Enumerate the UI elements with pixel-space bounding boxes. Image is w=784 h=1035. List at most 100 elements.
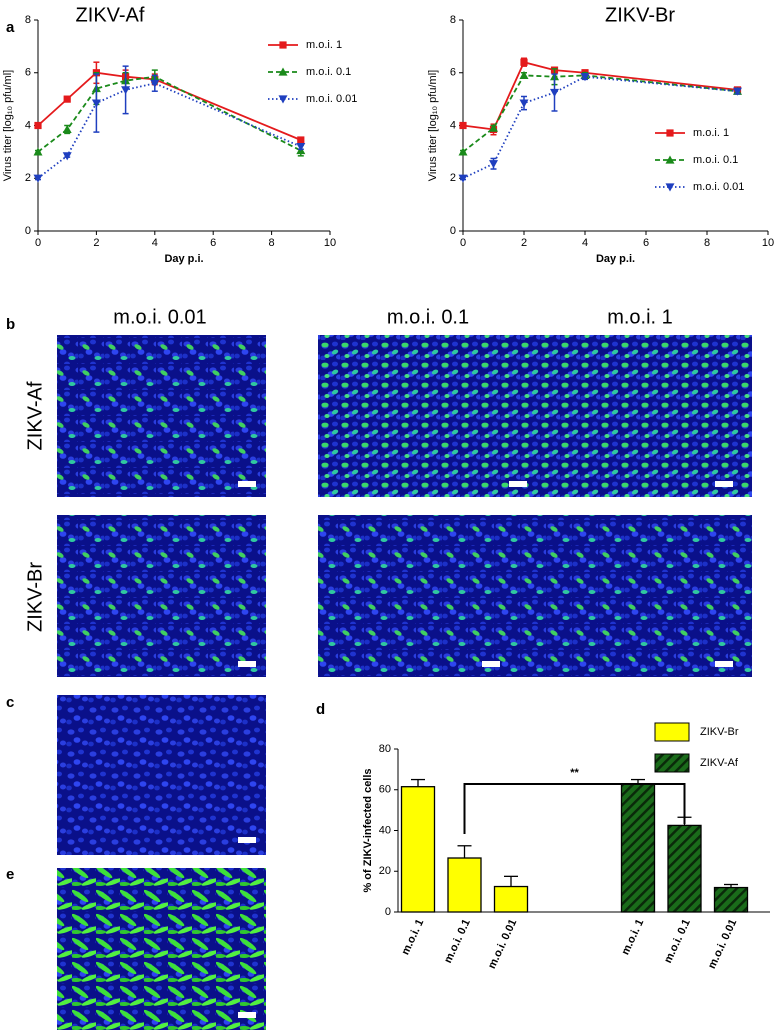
y-tick-label: 0	[25, 225, 31, 237]
marker	[63, 95, 71, 103]
y-tick-label: 0	[450, 225, 456, 237]
x-tick-label: 4	[152, 237, 158, 249]
y-tick-label: 8	[450, 14, 456, 26]
legend-swatch	[654, 722, 690, 742]
marker	[489, 160, 498, 169]
y-tick-label: 60	[379, 784, 391, 796]
micrograph	[57, 695, 266, 855]
y-tick-label: 0	[385, 906, 391, 918]
x-tick-label: 6	[643, 237, 649, 249]
y-tick-label: 2	[25, 172, 31, 184]
marker	[297, 136, 305, 144]
marker	[150, 79, 160, 88]
column-header: m.o.i. 1	[607, 306, 673, 328]
legend-label: m.o.i. 0.1	[693, 154, 738, 166]
micrograph	[318, 335, 537, 497]
x-tick-label: m.o.i. 1	[399, 917, 426, 956]
column-header: m.o.i. 0.1	[387, 306, 469, 328]
y-tick-label: 20	[379, 865, 391, 877]
x-tick-label: 10	[762, 237, 774, 249]
x-tick-label: 2	[93, 237, 99, 249]
marker	[121, 86, 131, 95]
series-line	[37, 71, 302, 141]
y-tick-label: 80	[379, 743, 391, 755]
marker	[550, 88, 559, 98]
row-header: ZIKV-Br	[24, 562, 46, 632]
chart-title: ZIKV-Br	[605, 4, 675, 26]
x-tick-label: 6	[210, 237, 216, 249]
micrograph	[57, 515, 266, 677]
x-axis-label: Day p.i.	[164, 253, 203, 265]
bar	[493, 885, 529, 913]
y-tick-label: 6	[450, 67, 456, 79]
legend-label: m.o.i. 0.01	[693, 181, 744, 193]
panel-label: b	[6, 316, 15, 333]
marker	[665, 183, 675, 192]
x-tick-label: 8	[704, 237, 710, 249]
x-tick-label: m.o.i. 0.01	[486, 917, 519, 970]
x-axis-label: Day p.i.	[596, 253, 635, 265]
series-line	[37, 82, 302, 179]
y-tick-label: 40	[379, 824, 391, 836]
legend-label: ZIKV-Br	[700, 726, 739, 738]
series-line	[462, 75, 738, 180]
annotation: **	[570, 767, 579, 779]
marker	[33, 147, 43, 156]
micrograph	[527, 515, 752, 677]
panel-label: d	[316, 701, 325, 718]
x-tick-label: m.o.i. 0.1	[662, 917, 693, 965]
x-tick-label: 2	[521, 237, 527, 249]
y-axis-label: % of ZIKV-infected cells	[362, 768, 374, 892]
y-tick-label: 4	[25, 119, 31, 131]
y-tick-label: 8	[25, 14, 31, 26]
bar	[620, 782, 656, 913]
x-tick-label: 8	[269, 237, 275, 249]
y-tick-label: 4	[450, 119, 456, 131]
micrograph	[527, 335, 752, 497]
row-header: ZIKV-Af	[24, 381, 46, 450]
legend-swatch	[654, 753, 690, 773]
marker	[733, 87, 742, 96]
x-tick-label: 0	[460, 237, 466, 249]
marker	[91, 99, 101, 108]
marker	[278, 95, 288, 104]
marker	[34, 121, 42, 130]
micrograph	[318, 515, 537, 677]
marker	[665, 155, 675, 164]
marker	[62, 152, 72, 161]
bar	[667, 824, 702, 913]
x-tick-label: 4	[582, 237, 588, 249]
y-tick-label: 6	[25, 67, 31, 79]
micrograph	[57, 868, 266, 1030]
series-line	[462, 74, 738, 153]
micrographs	[57, 335, 752, 1030]
scale-bars	[238, 481, 733, 1018]
chart-title: ZIKV-Af	[76, 4, 145, 26]
marker	[458, 174, 468, 183]
series-line	[462, 61, 738, 131]
marker	[489, 123, 498, 132]
panel-label: a	[6, 19, 15, 36]
marker	[519, 99, 529, 108]
significance-bracket	[463, 783, 686, 834]
marker	[520, 58, 528, 66]
x-tick-label: m.o.i. 1	[619, 917, 646, 956]
marker	[580, 73, 590, 82]
x-tick-label: m.o.i. 0.01	[706, 917, 739, 970]
panel-label: e	[6, 866, 14, 883]
legend-label: m.o.i. 1	[693, 127, 729, 139]
marker	[666, 129, 674, 137]
marker	[459, 121, 467, 130]
x-tick-label: m.o.i. 0.1	[442, 917, 473, 965]
bar	[400, 786, 436, 913]
legend-label: m.o.i. 0.01	[306, 93, 357, 105]
x-tick-label: 10	[324, 237, 336, 249]
bar	[447, 857, 482, 913]
legend-label: ZIKV-Af	[700, 757, 739, 769]
micrograph	[57, 335, 266, 497]
bar	[713, 886, 749, 913]
legend-label: m.o.i. 1	[306, 39, 342, 51]
marker	[33, 174, 43, 183]
y-axis-label: Virus titer [log₁₀ pfu/ml]	[427, 70, 439, 181]
marker	[278, 67, 288, 76]
